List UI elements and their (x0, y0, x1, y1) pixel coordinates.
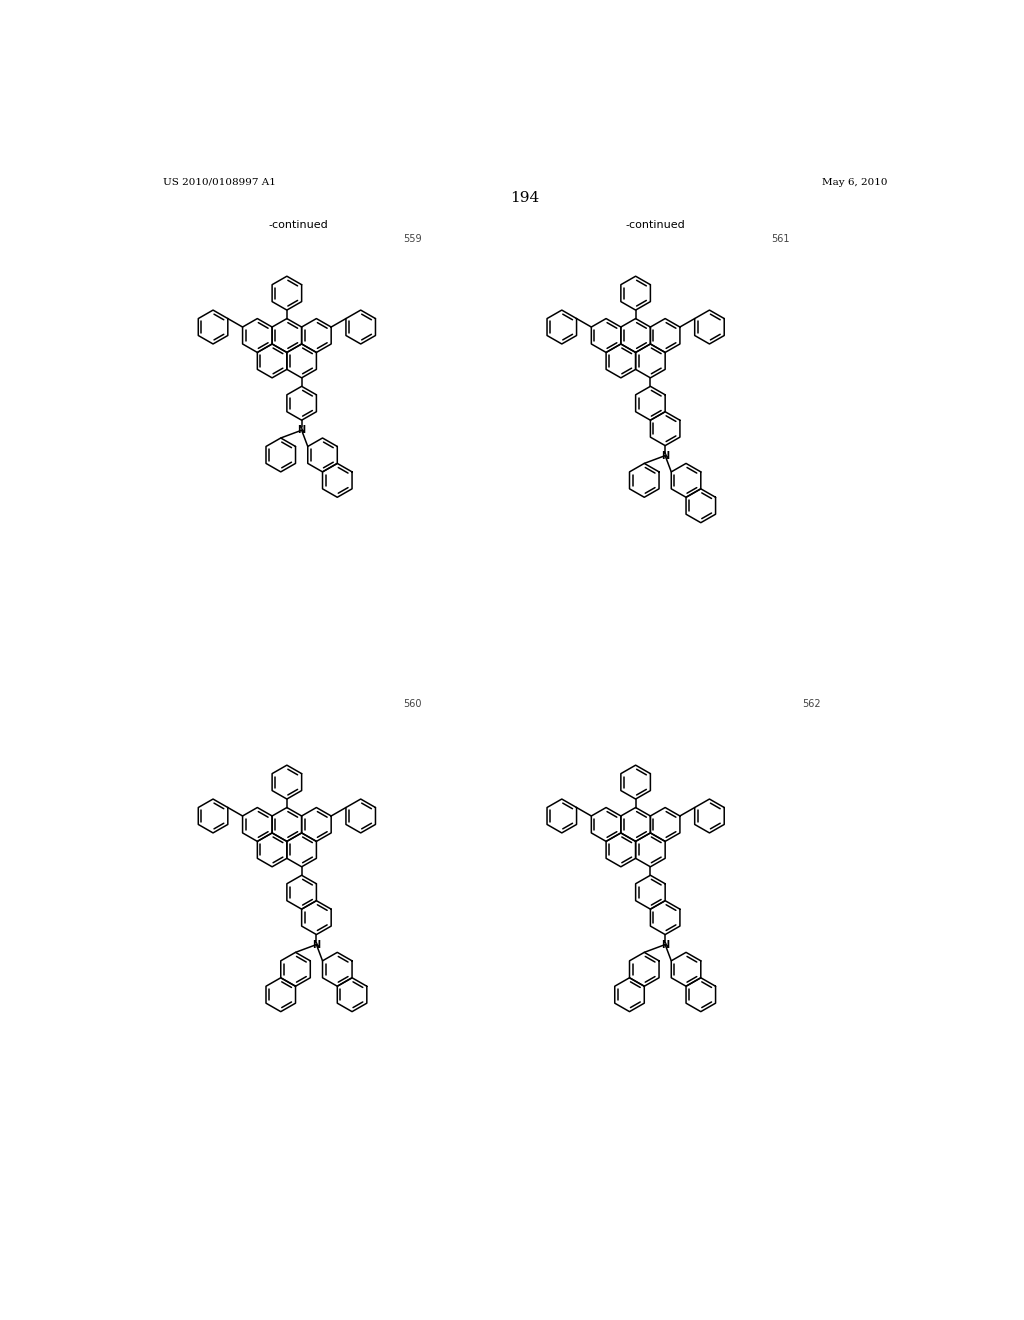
Text: N: N (662, 940, 670, 949)
Text: N: N (298, 425, 306, 436)
Text: 560: 560 (403, 700, 422, 709)
Text: 559: 559 (403, 234, 422, 244)
Text: N: N (662, 450, 670, 461)
Text: US 2010/0108997 A1: US 2010/0108997 A1 (163, 178, 275, 186)
Text: -continued: -continued (625, 220, 685, 230)
Text: 562: 562 (802, 700, 821, 709)
Text: 194: 194 (510, 191, 540, 205)
Text: 561: 561 (771, 234, 790, 244)
Text: -continued: -continued (268, 220, 329, 230)
Text: N: N (312, 940, 321, 949)
Text: May 6, 2010: May 6, 2010 (822, 178, 888, 186)
